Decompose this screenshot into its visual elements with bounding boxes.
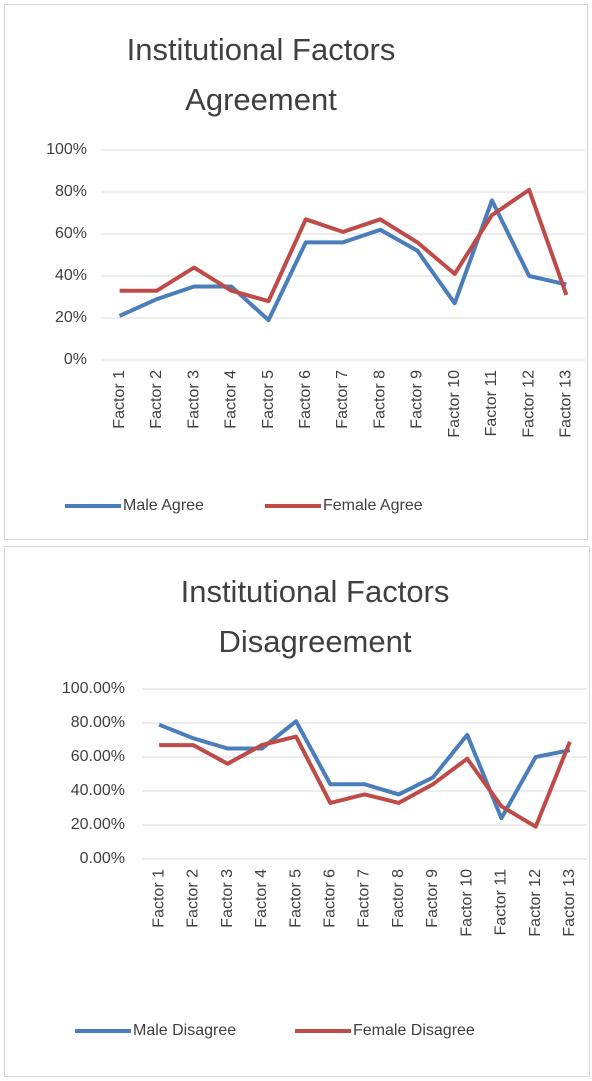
y-tick-label: 40.00%: [71, 782, 125, 799]
x-tick-label: Factor 9: [409, 370, 426, 429]
x-tick-label: Factor 4: [253, 869, 270, 928]
x-tick-label: Factor 5: [260, 370, 277, 429]
legend-label: Female Agree: [323, 497, 423, 514]
y-tick-label: 60%: [55, 225, 87, 242]
x-tick-label: Factor 2: [185, 869, 202, 928]
x-tick-label: Factor 10: [446, 370, 463, 438]
legend-label: Female Disagree: [353, 1022, 475, 1039]
x-tick-label: Factor 13: [561, 869, 578, 937]
x-tick-label: Factor 6: [321, 869, 338, 928]
chart-1: Institutional Factors Disagreement 0.00%…: [4, 546, 590, 1077]
y-tick-label: 80.00%: [71, 714, 125, 731]
series-line: [118, 198, 567, 323]
x-tick-label: Factor 5: [287, 869, 304, 928]
y-tick-label: 100.00%: [62, 680, 125, 697]
x-tick-label: Factor 10: [458, 869, 475, 937]
x-tick-label: Factor 12: [520, 370, 537, 438]
y-tick-label: 0.00%: [80, 850, 125, 867]
x-tick-label: Factor 2: [148, 370, 165, 429]
y-tick-label: 80%: [55, 183, 87, 200]
series-line: [159, 734, 572, 829]
x-tick-label: Factor 8: [390, 869, 407, 928]
y-tick-label: 60.00%: [71, 748, 125, 765]
x-tick-label: Factor 1: [111, 370, 128, 429]
y-tick-label: 20.00%: [71, 816, 125, 833]
x-tick-label: Factor 11: [493, 869, 510, 936]
legend-label: Male Disagree: [133, 1022, 236, 1039]
chart-svg: 0% 20% 40% 60% 80% 100% Factor 1 Factor 2 Factor…: [46, 141, 585, 514]
chart-title: Institutional Factors Disagreement: [180, 574, 450, 659]
y-tick-label: 0%: [64, 351, 87, 368]
x-tick-label: Factor 3: [219, 869, 236, 928]
y-tick-label: 100%: [46, 141, 87, 158]
x-tick-label: Factor 12: [527, 869, 544, 937]
x-tick-label: Factor 6: [297, 370, 314, 429]
chart-svg: 0.00% 20.00% 40.00% 60.00% 80.00% 100.00% Fact…: [62, 680, 587, 1039]
x-tick-label: Factor 7: [334, 370, 351, 429]
x-tick-label: Factor 13: [558, 370, 575, 438]
y-tick-label: 40%: [55, 267, 87, 284]
series-line: [119, 187, 569, 304]
x-tick-label: Factor 8: [371, 370, 388, 429]
series-line: [158, 719, 571, 821]
x-tick-label: Factor 1: [150, 869, 167, 928]
x-tick-label: Factor 11: [483, 370, 500, 437]
x-tick-label: Factor 4: [223, 370, 240, 429]
chart-title: Institutional Factors Agreement: [126, 32, 396, 117]
legend-label: Male Agree: [123, 497, 204, 514]
chart-0: Institutional Factors Agreement 0% 20% 40%…: [4, 4, 588, 540]
x-tick-label: Factor 3: [185, 370, 202, 429]
x-tick-label: Factor 9: [424, 869, 441, 928]
x-tick-label: Factor 7: [356, 869, 373, 928]
y-tick-label: 20%: [55, 309, 87, 326]
